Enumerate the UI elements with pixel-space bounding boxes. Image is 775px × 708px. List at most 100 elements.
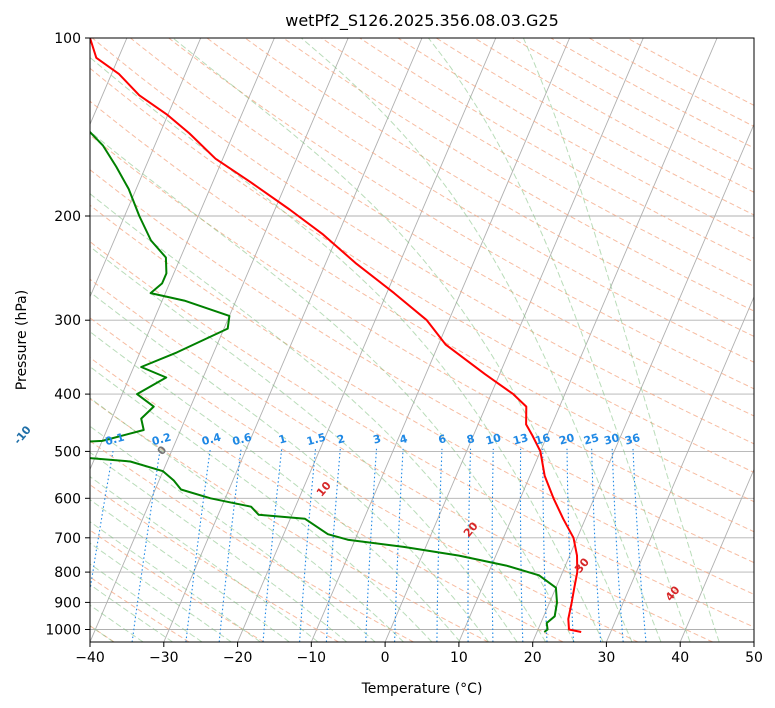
mixing-ratio-line [519,448,524,642]
moist-adiabat [90,604,144,642]
mixing-ratio-label: 8 [465,432,476,447]
isotherm-line [90,38,202,299]
moist-adiabat [90,193,547,642]
x-tick-label: −40 [75,650,105,666]
moist-adiabat [90,331,461,642]
dry-adiabat [397,38,754,239]
mixing-ratio-line [365,448,378,642]
moist-adiabat [90,291,489,642]
mixing-ratio-line [299,448,317,642]
dry-adiabat [90,67,754,473]
moist-adiabat [90,130,575,642]
x-axis-label: Temperature (°C) [361,681,483,697]
moist-adiabat [522,38,720,642]
dry-adiabat [206,38,754,363]
moist-adiabat [90,425,376,642]
mixing-ratio-label: 13 [511,431,529,448]
moist-adiabat [90,56,604,642]
x-tick-label: −30 [149,650,179,666]
moist-adiabat [90,366,433,642]
x-axis: −40 −30 −20 −10 0 10 20 30 40 50 [75,642,763,666]
plot-frame [89,37,755,643]
mixing-ratio-label: 2 [336,432,347,447]
y-tick-label: 700 [54,531,81,547]
dry-adiabat [550,38,754,149]
y-tick-label: 1000 [45,623,81,639]
y-tick-label: 600 [54,491,81,507]
isotherm-line [237,38,497,642]
mixing-ratio-line [632,448,647,642]
mixing-ratio-label: 0.6 [231,431,254,449]
moist-adiabat [90,542,232,642]
mixing-ratio-line [566,448,575,642]
mixing-ratio-label: 16 [533,431,551,448]
y-tick-label: 200 [54,209,81,225]
y-tick-label: 400 [54,387,81,403]
mixing-ratio-label: 4 [398,432,409,447]
mixing-ratio-label: 1.5 [305,431,327,449]
dry-adiabat [90,169,754,564]
moist-adiabat [428,38,691,642]
isotherm-line [532,123,754,642]
isotherm-line [605,295,754,642]
x-tick-label: 50 [745,650,763,666]
isotherm-line [679,468,754,642]
moist-adiabats [90,38,720,642]
x-tick-label: 20 [524,650,542,666]
dry-adiabat [244,38,754,337]
dry-adiabat [90,484,339,642]
dry-adiabat [90,440,414,642]
mixing-ratio-label: 1 [277,432,288,447]
profile-series [90,38,582,633]
isotherm-line [163,38,423,642]
x-tick-label: 40 [671,650,689,666]
moist-adiabat [90,499,290,642]
mixing-ratio-line [218,448,242,642]
dry-adiabat [359,38,754,263]
x-tick-label: 0 [381,650,390,666]
moist-adiabat [90,245,518,642]
mixing-ratio-line [325,448,341,642]
dry-adiabat [512,38,754,171]
moist-adiabat [90,451,348,642]
isotherm-line [458,38,718,642]
moist-adiabat [90,397,404,642]
dry-adiabat [90,529,265,642]
mixing-ratio-line [491,448,494,642]
y-axis: 100 200 300 400 500 600 700 800 900 1000 [45,31,90,639]
y-tick-label: 900 [54,595,81,611]
dry-adiabat [90,134,754,533]
mixing-ratio-lines [90,448,647,642]
y-tick-label: 500 [54,444,81,460]
mixing-ratio-line [611,448,624,642]
mixing-ratio-label: 30 [603,431,621,448]
mixing-ratio-label: 6 [437,432,448,447]
isotherm-line [90,38,275,471]
isotherm-line [384,38,644,642]
mixing-ratio-line [185,448,211,642]
moist-adiabat [300,38,662,642]
plot-area [90,38,754,642]
dry-adiabat [90,100,754,503]
moist-adiabat [90,563,203,642]
mixing-ratio-line [436,448,443,642]
mixing-ratio-label: 25 [582,431,600,448]
mixing-ratio-label: 10 [484,431,502,448]
isotherm-line [90,38,349,642]
x-tick-label: −10 [297,650,327,666]
moist-adiabat [90,476,319,642]
dewpoint-profile-line [90,130,558,633]
mixing-ratio-line [542,448,548,642]
mixing-ratio-label: 36 [623,431,641,448]
dry-adiabat [474,38,754,193]
mixing-ratio-line [467,448,472,642]
mixing-ratio-line [131,448,161,642]
dry-adiabat [90,317,639,642]
x-tick-label: 30 [597,650,615,666]
chart-title: wetPf2_S126.2025.356.08.03.G25 [285,11,559,31]
mixing-ratio-label: 3 [372,432,383,447]
temperature-profile-line [90,38,582,633]
